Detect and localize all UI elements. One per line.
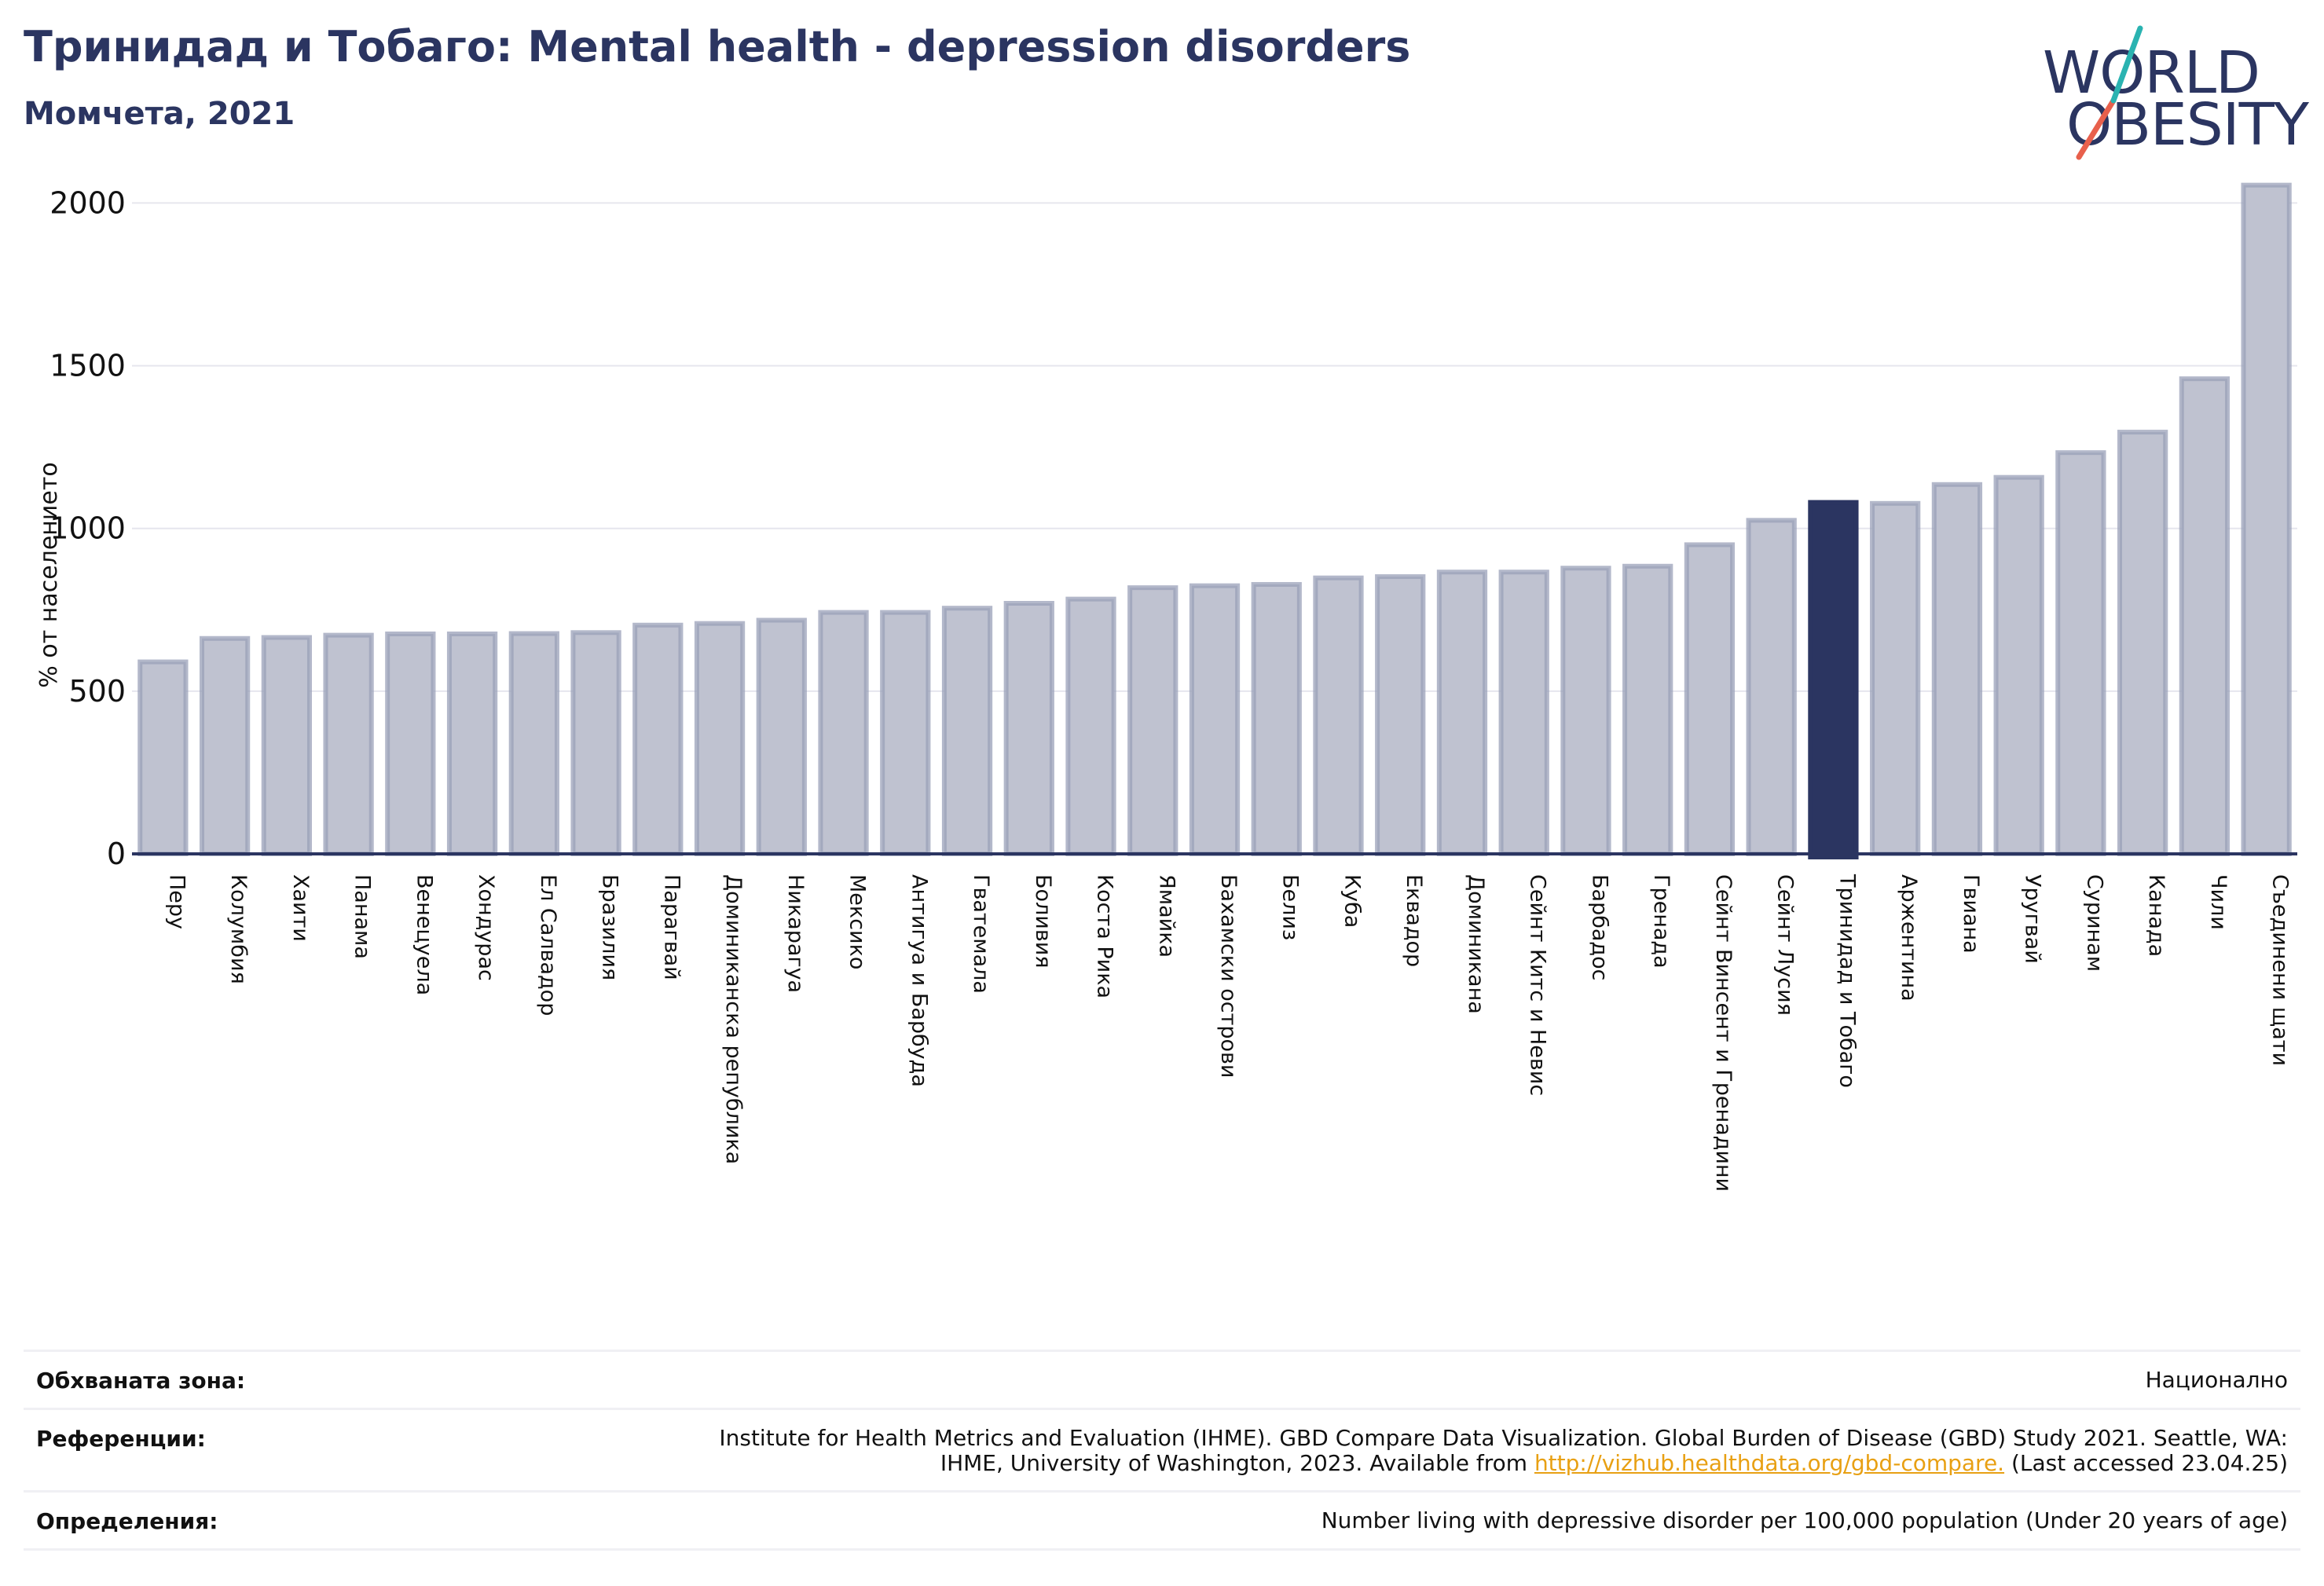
bar <box>1065 596 1116 856</box>
bar <box>1127 585 1178 856</box>
bar <box>385 631 436 856</box>
y-tick-label: 0 <box>107 837 126 871</box>
y-axis-label: % от населението <box>35 462 63 687</box>
x-tick-label: Сейнт Китс и Невис <box>1526 874 1550 1096</box>
x-tick-label: Аржентина <box>1897 874 1921 1002</box>
references-link[interactable]: http://vizhub.healthdata.org/gbd-compare… <box>1534 1450 2005 1476</box>
definitions-value: Number living with depressive disorder p… <box>1321 1507 2288 1533</box>
x-tick-label: Ямайка <box>1154 874 1178 958</box>
bar <box>261 635 312 856</box>
x-tick-label: Доминикана <box>1464 874 1488 1014</box>
footer-row-coverage: Обхваната зона: Национално <box>24 1350 2300 1408</box>
chart-subtitle: Момчета, 2021 <box>24 96 295 132</box>
chart-title: Тринидад и Тобаго: Mental health - depre… <box>24 22 1411 71</box>
coverage-value: Национално <box>2145 1367 2288 1393</box>
bar <box>137 659 189 856</box>
logo-line-2: OBESITY <box>2066 91 2309 159</box>
references-value: Institute for Health Metrics and Evaluat… <box>677 1426 2288 1476</box>
x-tick-label: Съединени щати <box>2268 874 2293 1066</box>
bar <box>1375 574 1426 856</box>
x-tick-label: Бразилия <box>598 874 622 980</box>
x-tick-label: Тринидад и Тобаго <box>1835 874 1859 1088</box>
bar <box>2055 450 2106 857</box>
y-tick-label: 2000 <box>49 185 126 220</box>
references-text: Institute for Health Metrics and Evaluat… <box>719 1425 2288 1476</box>
x-tick-label: Никарагуа <box>783 874 808 993</box>
y-tick-label: 1000 <box>49 511 126 546</box>
bar <box>1560 566 1611 856</box>
x-tick-label: Доминиканска република <box>721 874 746 1164</box>
y-tick-label: 1500 <box>49 349 126 383</box>
x-tick-label: Сейнт Лусия <box>1773 874 1798 1016</box>
x-tick-label: Гватемала <box>969 874 993 994</box>
x-tick-label: Барбадос <box>1587 874 1611 980</box>
x-tick-label: Гренада <box>1649 874 1673 969</box>
x-tick-label: Канада <box>2144 874 2168 957</box>
footer-row-definitions: Определения: Number living with depressi… <box>24 1490 2300 1551</box>
bar <box>1746 518 1797 856</box>
bar <box>1189 583 1241 857</box>
x-tick-label: Панама <box>350 874 375 959</box>
x-tick-label: Бахамски острови <box>1216 874 1241 1078</box>
references-accessed: (Last accessed 23.04.25) <box>2004 1450 2288 1476</box>
x-tick-label: Парагвай <box>659 874 684 980</box>
bar <box>2117 430 2168 856</box>
bar <box>941 606 993 856</box>
x-tick-label: Перу <box>164 874 189 929</box>
x-tick-label: Ел Салвадор <box>536 874 560 1016</box>
x-tick-label: Сейнт Винсент и Гренадини <box>1711 874 1736 1192</box>
x-tick-label: Венецуела <box>412 874 436 995</box>
bar <box>199 635 251 856</box>
x-tick-label: Боливия <box>1031 874 1055 969</box>
bar <box>818 610 869 856</box>
x-tick-label: Суринам <box>2082 874 2106 972</box>
bar <box>1436 570 1488 856</box>
bar <box>323 632 374 856</box>
logo-slash-icon <box>2076 25 2143 160</box>
x-tick-label: Белиз <box>1278 874 1303 940</box>
bar <box>446 631 498 856</box>
x-tick-label: Колумбия <box>226 874 251 984</box>
x-tick-label: Антигуа и Барбуда <box>907 874 931 1087</box>
bar <box>1313 575 1364 857</box>
bar <box>880 610 931 856</box>
references-label: Референции: <box>36 1426 206 1452</box>
bar <box>1993 474 2044 857</box>
bar <box>508 631 559 856</box>
x-tick-label: Коста Рика <box>1093 874 1117 998</box>
definitions-label: Определения: <box>36 1508 218 1534</box>
bar <box>1622 563 1673 856</box>
bar <box>1251 581 1302 856</box>
bar <box>1870 500 1921 856</box>
x-tick-label: Гвиана <box>1959 874 1983 954</box>
footer-row-references: Референции: Institute for Health Metrics… <box>24 1408 2300 1490</box>
bar <box>756 617 807 856</box>
footer-table: Обхваната зона: Национално Референции: I… <box>24 1350 2300 1551</box>
bar <box>1684 542 1736 857</box>
bar <box>2179 376 2231 856</box>
bar <box>2241 182 2292 856</box>
x-tick-label: Хаити <box>288 874 313 942</box>
x-tick-label: Еквадор <box>1402 874 1426 967</box>
y-tick-label: 500 <box>68 674 126 709</box>
bar <box>694 621 746 857</box>
bar-chart: 0 500 1000 1500 2000 % от населението Перу Колу… <box>35 182 2297 1192</box>
bar <box>570 630 621 856</box>
bar <box>1808 500 1859 859</box>
world-obesity-logo: WORLD OBESITY <box>2043 22 2310 163</box>
bar <box>1498 570 1549 856</box>
x-tick-label: Чили <box>2206 874 2231 930</box>
bar <box>1003 601 1054 856</box>
x-tick-label: Куба <box>1340 874 1364 928</box>
x-tick-label: Мексико <box>845 874 870 969</box>
x-tick-label: Хондурас <box>474 874 498 981</box>
logo-line-1: WORLD <box>2043 39 2260 107</box>
x-tick-label: Уругвай <box>2021 874 2045 964</box>
bar <box>1931 482 1983 856</box>
coverage-label: Обхваната зона: <box>36 1368 246 1394</box>
bar <box>632 622 684 856</box>
